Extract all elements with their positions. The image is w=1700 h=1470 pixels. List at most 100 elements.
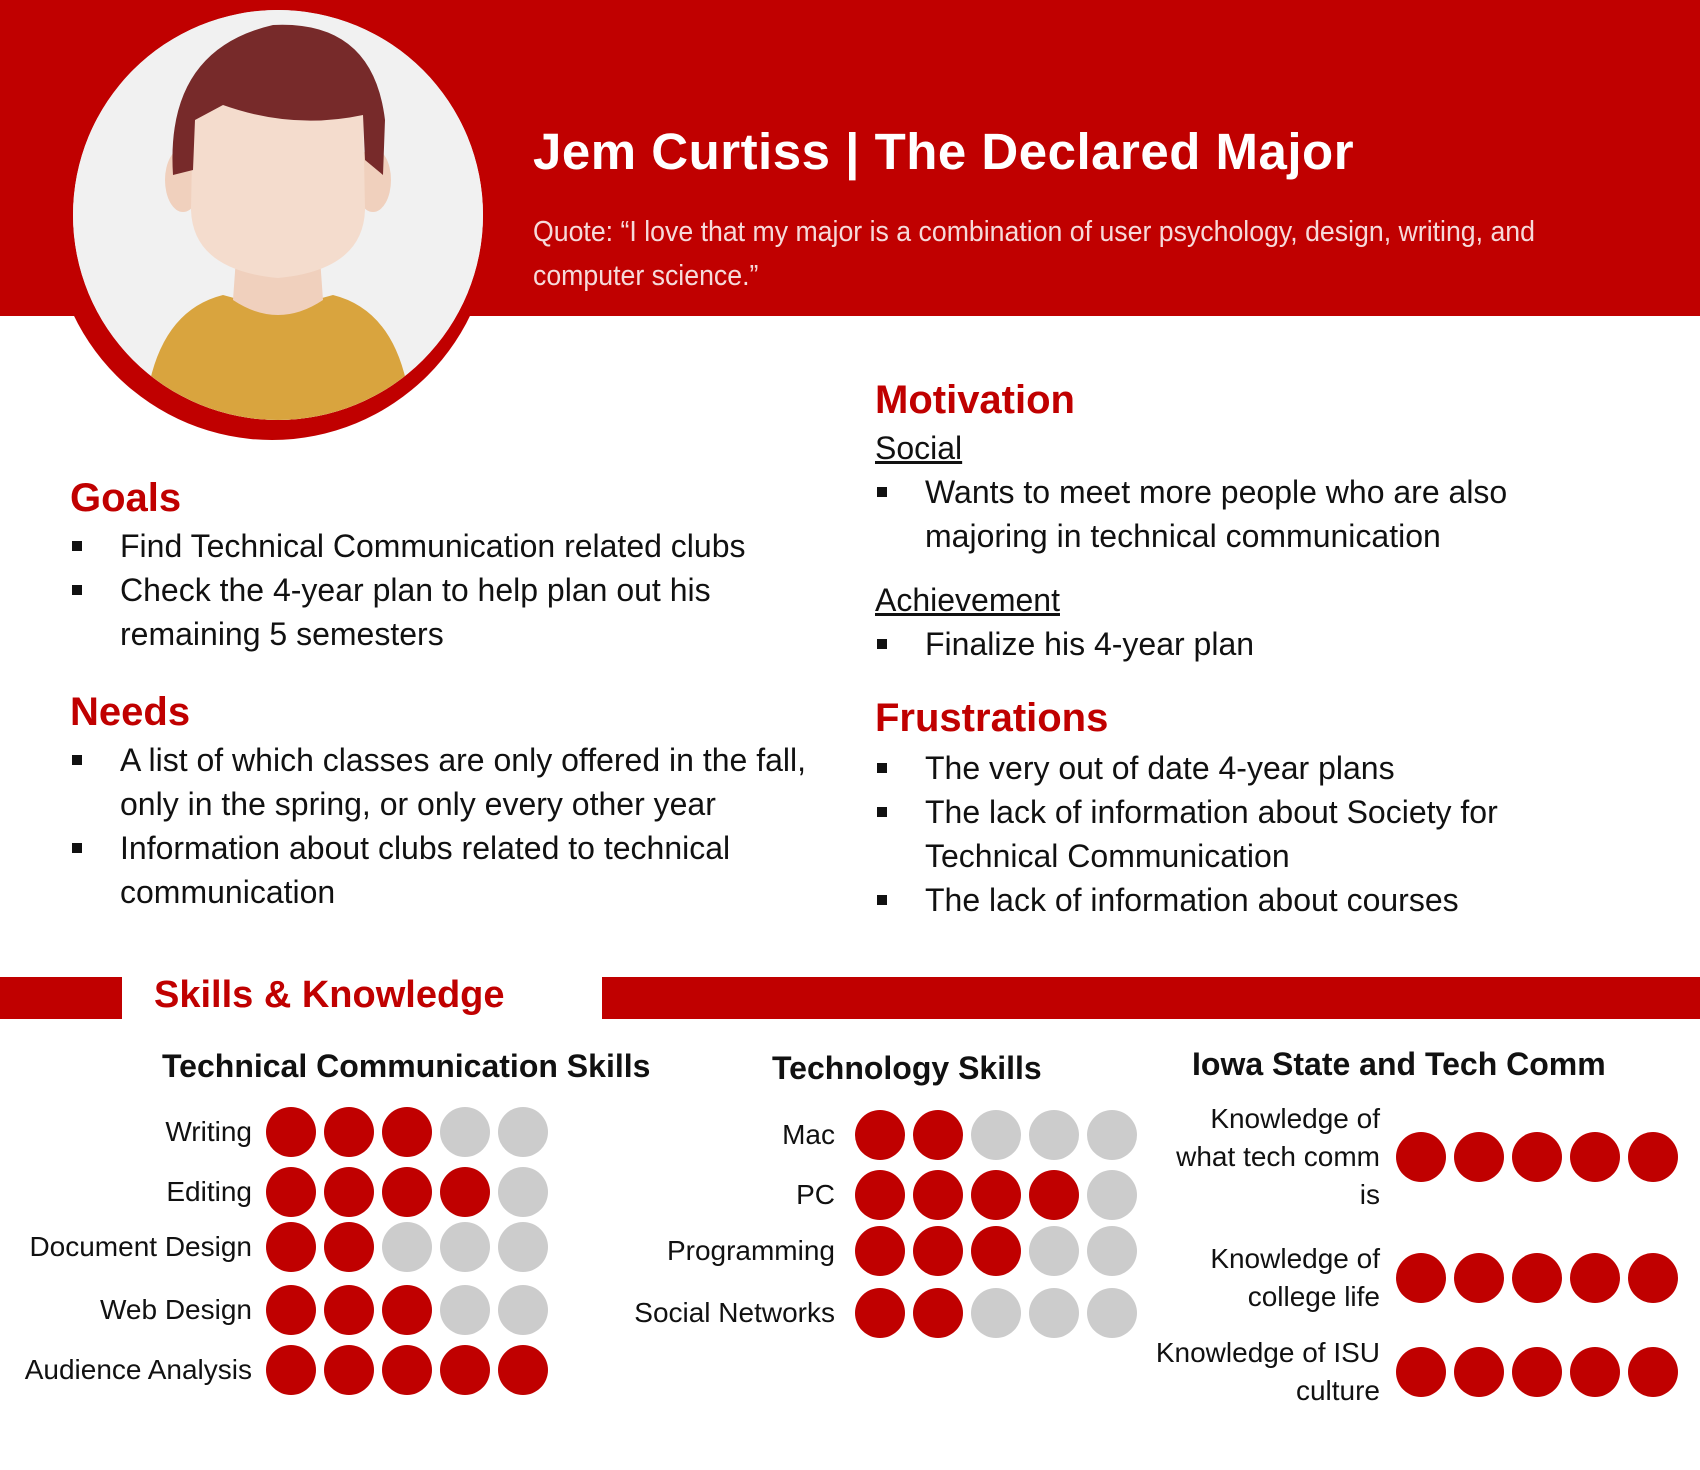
rating-dot-filled [324, 1167, 374, 1217]
list-item: The lack of information about Society fo… [875, 790, 1565, 878]
skill-rating [855, 1170, 1137, 1220]
skill-label: Web Design [99, 1294, 252, 1325]
skill-label: Document Design [29, 1231, 252, 1262]
skill-group-heading: Technical Communication Skills [162, 1048, 651, 1084]
rating-dot-filled [382, 1285, 432, 1335]
list-item: Finalize his 4-year plan [875, 622, 1595, 666]
rating-dot-filled [1396, 1132, 1446, 1182]
skill-label: Knowledge of what tech comm is [1176, 1103, 1380, 1210]
rating-dot-filled [913, 1170, 963, 1220]
skills-divider-right [602, 977, 1700, 1019]
rating-dot-filled [1454, 1347, 1504, 1397]
skill-row: Document Design [0, 1222, 548, 1272]
rating-dot-filled [913, 1288, 963, 1338]
skill-row: Knowledge of what tech comm is [1150, 1100, 1678, 1214]
rating-dot-filled [1029, 1170, 1079, 1220]
skill-rating [266, 1107, 548, 1157]
rating-dot-empty [440, 1285, 490, 1335]
rating-dot-empty [440, 1107, 490, 1157]
rating-dot-filled [324, 1222, 374, 1272]
rating-dot-filled [1628, 1347, 1678, 1397]
skill-rating [855, 1288, 1137, 1338]
rating-dot-filled [1454, 1132, 1504, 1182]
person-avatar-icon [73, 10, 483, 420]
skill-label: Knowledge of ISU culture [1155, 1337, 1380, 1406]
skill-rating [855, 1226, 1137, 1276]
skill-label: Editing [166, 1176, 252, 1207]
skill-row: Web Design [0, 1285, 548, 1335]
skill-group-heading: Iowa State and Tech Comm [1192, 1046, 1606, 1082]
skill-row: Social Networks [560, 1288, 1137, 1338]
rating-dot-filled [1570, 1347, 1620, 1397]
rating-dot-filled [440, 1167, 490, 1217]
rating-dot-empty [498, 1285, 548, 1335]
avatar [73, 10, 483, 420]
rating-dot-filled [855, 1170, 905, 1220]
rating-dot-empty [440, 1222, 490, 1272]
rating-dot-filled [971, 1226, 1021, 1276]
rating-dot-filled [1512, 1132, 1562, 1182]
rating-dot-empty [498, 1167, 548, 1217]
rating-dot-filled [382, 1345, 432, 1395]
rating-dot-filled [855, 1226, 905, 1276]
list-item: A list of which classes are only offered… [70, 738, 830, 826]
skills-divider-left [0, 977, 122, 1019]
rating-dot-empty [1029, 1288, 1079, 1338]
list-item: The very out of date 4-year plans [875, 746, 1615, 790]
skill-row: Knowledge of ISU culture [1150, 1334, 1678, 1410]
rating-dot-empty [498, 1107, 548, 1157]
goals-heading: Goals [70, 476, 182, 520]
skill-label: Writing [165, 1116, 252, 1147]
rating-dot-filled [1396, 1253, 1446, 1303]
skill-group-heading: Technology Skills [772, 1050, 1042, 1086]
rating-dot-empty [382, 1222, 432, 1272]
rating-dot-filled [382, 1107, 432, 1157]
skill-rating [1396, 1347, 1678, 1397]
list-item: Information about clubs related to techn… [70, 826, 820, 914]
rating-dot-empty [1087, 1170, 1137, 1220]
list-item: The lack of information about courses [875, 878, 1615, 922]
rating-dot-filled [266, 1222, 316, 1272]
rating-dot-filled [324, 1285, 374, 1335]
frustrations-list: The very out of date 4-year plans The la… [875, 746, 1615, 922]
motivation-social-label: Social [875, 430, 963, 466]
rating-dot-filled [1512, 1347, 1562, 1397]
persona-title: Jem Curtiss | The Declared Major [533, 123, 1355, 180]
skill-row: Programming [560, 1226, 1137, 1276]
rating-dot-filled [1570, 1132, 1620, 1182]
rating-dot-filled [1628, 1253, 1678, 1303]
skill-rating [266, 1345, 548, 1395]
skill-rating [266, 1167, 548, 1217]
rating-dot-filled [266, 1345, 316, 1395]
rating-dot-empty [1087, 1110, 1137, 1160]
goals-list: Find Technical Communication related clu… [70, 524, 830, 656]
rating-dot-filled [266, 1107, 316, 1157]
skill-rating [855, 1110, 1137, 1160]
rating-dot-empty [1087, 1288, 1137, 1338]
rating-dot-empty [498, 1222, 548, 1272]
skill-label: Mac [782, 1119, 835, 1150]
skill-rating [266, 1222, 548, 1272]
rating-dot-empty [971, 1110, 1021, 1160]
rating-dot-filled [324, 1107, 374, 1157]
skill-row: Writing [0, 1107, 548, 1157]
motivation-achievement-label: Achievement [875, 582, 1060, 618]
skill-rating [1396, 1132, 1678, 1182]
rating-dot-filled [266, 1167, 316, 1217]
list-item: Find Technical Communication related clu… [70, 524, 830, 568]
rating-dot-filled [913, 1226, 963, 1276]
skill-label: Audience Analysis [24, 1354, 252, 1385]
rating-dot-filled [324, 1345, 374, 1395]
rating-dot-filled [913, 1110, 963, 1160]
rating-dot-filled [971, 1170, 1021, 1220]
needs-list: A list of which classes are only offered… [70, 738, 830, 914]
skill-row: Knowledge of college life [1150, 1240, 1678, 1316]
skill-row: Editing [0, 1167, 548, 1217]
skill-label: Programming [666, 1235, 835, 1266]
rating-dot-filled [266, 1285, 316, 1335]
skill-label: Social Networks [634, 1297, 835, 1328]
skills-heading: Skills & Knowledge [154, 974, 505, 1016]
rating-dot-filled [855, 1110, 905, 1160]
skill-row: Mac [560, 1110, 1137, 1160]
rating-dot-filled [1570, 1253, 1620, 1303]
